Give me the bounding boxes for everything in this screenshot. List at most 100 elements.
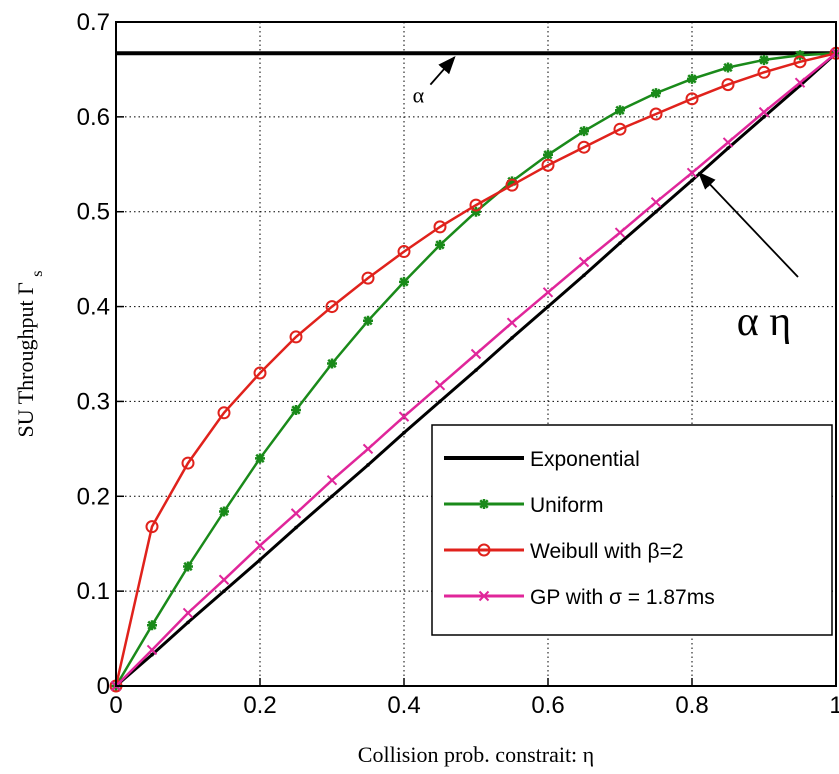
plot-frame — [115, 21, 837, 687]
data-point — [759, 54, 769, 65]
data-point — [542, 287, 554, 298]
data-point — [217, 406, 231, 420]
legend-item: Uniform — [444, 494, 604, 517]
data-point — [398, 411, 410, 422]
data-point — [758, 106, 770, 118]
data-point — [289, 330, 303, 344]
data-point — [507, 176, 517, 187]
data-point — [218, 574, 230, 585]
series-line — [114, 52, 837, 687]
data-point — [506, 317, 518, 328]
data-point — [582, 273, 586, 278]
data-point — [147, 620, 157, 631]
data-point — [254, 540, 266, 551]
legend-label: Weibull with β=2 — [530, 540, 684, 563]
y-tick-label: 0 — [97, 673, 110, 700]
data-point — [510, 336, 514, 340]
data-point — [255, 453, 265, 464]
legend-item: GP with σ = 1.87ms — [444, 586, 715, 609]
x-axis-label: Collision prob. constrait: η — [358, 742, 594, 767]
y-tick-label: 0.3 — [77, 388, 110, 415]
data-point — [546, 304, 550, 309]
legend-item: Weibull with β=2 — [444, 540, 684, 563]
data-point — [435, 239, 445, 250]
x-tick-label: 0.2 — [243, 692, 276, 719]
legend-label: GP with σ = 1.87ms — [530, 586, 715, 609]
data-point — [361, 271, 375, 285]
legend: Exponential Uniform Weibull with β=2 GP wit… — [431, 424, 833, 636]
data-point — [479, 499, 489, 509]
annotation-label: α η — [737, 299, 791, 345]
x-tick-label: 0.6 — [531, 692, 564, 719]
annotation-label: α — [413, 83, 425, 108]
data-point — [399, 276, 409, 287]
data-point — [541, 158, 555, 172]
annotations: α α η — [413, 55, 799, 345]
data-point — [291, 404, 301, 415]
data-point — [757, 65, 771, 79]
y-axis-label-main: SU Throughput Γ — [13, 282, 38, 438]
data-point — [579, 126, 589, 137]
y-tick-label: 0.6 — [77, 104, 110, 131]
data-point — [294, 525, 298, 530]
data-point — [145, 520, 159, 534]
data-point — [397, 245, 411, 259]
data-point — [474, 368, 478, 372]
data-point — [366, 463, 370, 467]
y-tick-label: 0.1 — [77, 578, 110, 605]
data-point — [649, 107, 663, 121]
data-point — [795, 50, 805, 61]
data-point — [505, 178, 519, 192]
y-axis-label: SU Throughput Γ s — [13, 270, 46, 437]
data-point — [651, 88, 661, 99]
data-point — [327, 358, 337, 369]
annotation-arrow — [429, 55, 456, 86]
data-point — [723, 62, 733, 73]
x-tick-label: 1 — [829, 692, 839, 719]
y-tick-label: 0.5 — [77, 199, 110, 226]
data-point — [434, 380, 446, 391]
data-point — [690, 178, 694, 183]
data-point — [577, 140, 591, 154]
series-layer — [109, 46, 839, 693]
data-point — [613, 122, 627, 136]
x-tick-label: 0.4 — [387, 692, 420, 719]
data-point — [615, 105, 625, 116]
data-point — [433, 220, 447, 234]
data-point — [618, 241, 622, 245]
y-tick-label: 0.4 — [77, 294, 110, 321]
data-point — [325, 300, 339, 314]
data-point — [222, 589, 226, 593]
data-point — [654, 209, 658, 214]
legend-label: Exponential — [530, 448, 640, 471]
data-point — [578, 256, 590, 268]
legend-label: Uniform — [530, 494, 604, 517]
data-point — [290, 508, 302, 519]
data-point — [687, 73, 697, 84]
data-point — [726, 146, 730, 150]
data-point — [650, 197, 662, 208]
data-point — [258, 558, 262, 562]
legend-item: Exponential — [444, 448, 640, 471]
data-point — [794, 77, 806, 88]
data-point — [326, 474, 338, 486]
data-point — [470, 348, 482, 360]
data-point — [363, 315, 373, 326]
data-point — [477, 543, 491, 557]
x-tick-label: 0.8 — [675, 692, 708, 719]
series-3 — [109, 46, 839, 693]
data-point — [685, 92, 699, 106]
data-point — [722, 137, 734, 148]
data-point — [219, 506, 229, 517]
data-point — [614, 227, 626, 238]
data-point — [402, 430, 406, 435]
data-point — [471, 206, 481, 217]
data-point — [478, 590, 490, 602]
data-point — [183, 561, 193, 572]
data-point — [721, 78, 735, 92]
data-point — [469, 198, 483, 212]
data-point — [181, 456, 195, 470]
data-point — [438, 399, 442, 404]
x-tick-label: 0 — [109, 692, 122, 719]
